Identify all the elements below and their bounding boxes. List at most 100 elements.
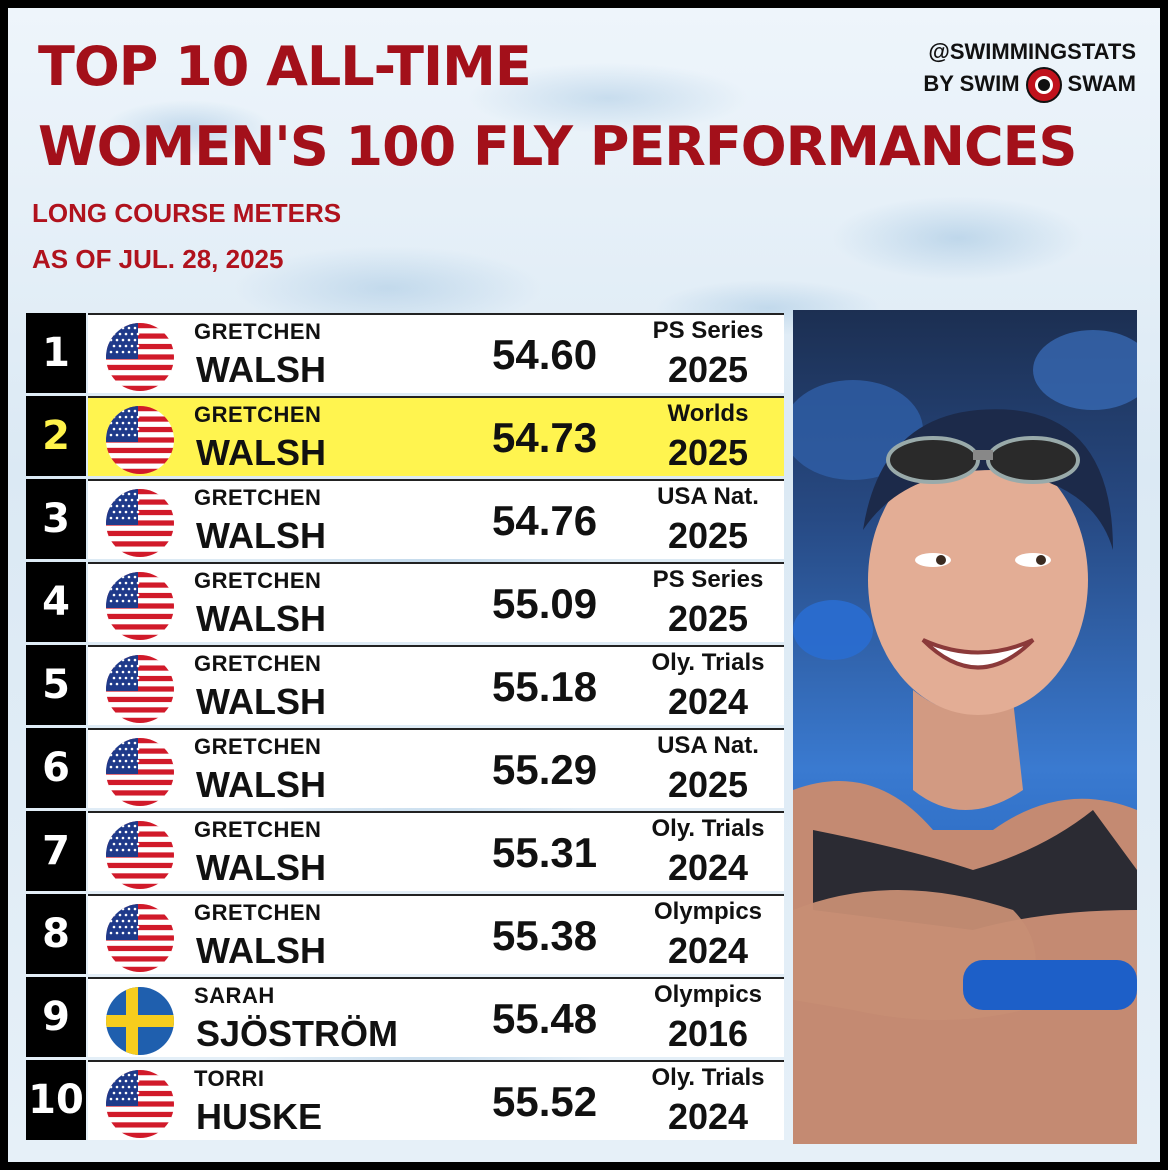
table-row: 1 GRETCHEN WALSH 54.60 PS Series 2025 bbox=[26, 313, 786, 393]
rank-cell: 4 bbox=[26, 562, 86, 642]
last-name: WALSH bbox=[196, 930, 326, 971]
meet-year: 2025 bbox=[667, 764, 749, 805]
usa-flag-icon bbox=[106, 738, 174, 806]
table-row: 8 GRETCHEN WALSH 55.38 Olympics 2024 bbox=[26, 894, 786, 974]
usa-flag-icon bbox=[106, 1070, 174, 1138]
usa-flag-icon bbox=[106, 904, 174, 972]
brand-block: @SWIMMINGSTATS BY SWIM SWAM bbox=[923, 38, 1136, 103]
last-name: WALSH bbox=[196, 515, 326, 556]
meet-year: 2025 bbox=[667, 432, 749, 473]
swim-time: 55.48 bbox=[492, 995, 598, 1042]
rank-cell: 6 bbox=[26, 728, 86, 808]
swim-time: 55.31 bbox=[492, 829, 598, 876]
table-row: 2 GRETCHEN WALSH 54.73 Worlds 2025 bbox=[26, 396, 786, 476]
row-cell: GRETCHEN WALSH 54.60 PS Series 2025 bbox=[88, 313, 784, 393]
meet-name: Oly. Trials bbox=[651, 815, 765, 842]
swim-time: 55.52 bbox=[492, 1078, 598, 1125]
title-line-1: TOP 10 ALL-TIME bbox=[38, 35, 532, 98]
table-row: 3 GRETCHEN WALSH 54.76 USA Nat. 2025 bbox=[26, 479, 786, 559]
last-name: WALSH bbox=[196, 598, 326, 639]
rank-cell: 10 bbox=[26, 1060, 86, 1140]
usa-flag-icon bbox=[106, 821, 174, 889]
rank-cell: 7 bbox=[26, 811, 86, 891]
meet-year: 2016 bbox=[667, 1013, 749, 1054]
last-name: WALSH bbox=[196, 681, 326, 722]
rank-cell: 2 bbox=[26, 396, 86, 476]
row-cell: GRETCHEN WALSH 55.09 PS Series 2025 bbox=[88, 562, 784, 642]
usa-flag-icon bbox=[106, 489, 174, 557]
subtitle-date: AS OF JUL. 28, 2025 bbox=[32, 244, 284, 274]
brand-handle: @SWIMMINGSTATS bbox=[928, 39, 1136, 64]
row-cell: GRETCHEN WALSH 55.38 Olympics 2024 bbox=[88, 894, 784, 974]
first-name: GRETCHEN bbox=[194, 568, 322, 593]
meet-name: Olympics bbox=[653, 981, 763, 1008]
rank-cell: 3 bbox=[26, 479, 86, 559]
infographic-frame: TOP 10 ALL-TIME WOMEN'S 100 FLY PERFORMA… bbox=[8, 8, 1160, 1162]
subtitle-course: LONG COURSE METERS bbox=[32, 198, 342, 228]
swimswam-logo-icon bbox=[1025, 66, 1062, 103]
rank-cell: 8 bbox=[26, 894, 86, 974]
swim-time: 55.38 bbox=[492, 912, 598, 959]
usa-flag-icon bbox=[106, 572, 174, 640]
usa-flag-icon bbox=[106, 323, 174, 391]
first-name: GRETCHEN bbox=[194, 817, 322, 842]
usa-flag-icon bbox=[106, 655, 174, 723]
table-row: 6 GRETCHEN WALSH 55.29 USA Nat. 2025 bbox=[26, 728, 786, 808]
meet-year: 2025 bbox=[667, 349, 749, 390]
sweden-flag-icon bbox=[106, 987, 174, 1055]
meet-name: USA Nat. bbox=[657, 483, 759, 510]
last-name: SJÖSTRÖM bbox=[196, 1013, 399, 1054]
row-cell: GRETCHEN WALSH 55.29 USA Nat. 2025 bbox=[88, 728, 784, 808]
rank-cell: 1 bbox=[26, 313, 86, 393]
swimmer-photo bbox=[793, 310, 1137, 1144]
swim-time: 54.76 bbox=[492, 497, 598, 544]
meet-year: 2024 bbox=[667, 930, 749, 971]
last-name: HUSKE bbox=[196, 1096, 323, 1137]
last-name: WALSH bbox=[196, 432, 326, 473]
rank-cell: 5 bbox=[26, 645, 86, 725]
swim-time: 54.60 bbox=[492, 331, 598, 378]
usa-flag-icon bbox=[106, 406, 174, 474]
meet-name: PS Series bbox=[652, 317, 764, 344]
meet-name: Olympics bbox=[653, 898, 763, 925]
table-row: 9 SARAH SJÖSTRÖM 55.48 Olympics 2016 bbox=[26, 977, 786, 1057]
swimmer-photo-illustration bbox=[793, 330, 1137, 1144]
meet-name: Oly. Trials bbox=[651, 1064, 765, 1091]
meet-year: 2025 bbox=[667, 515, 749, 556]
row-cell: TORRI HUSKE 55.52 Oly. Trials 2024 bbox=[88, 1060, 784, 1140]
last-name: WALSH bbox=[196, 349, 326, 390]
meet-year: 2024 bbox=[667, 681, 749, 722]
table-row: 7 GRETCHEN WALSH 55.31 Oly. Trials 2024 bbox=[26, 811, 786, 891]
last-name: WALSH bbox=[196, 847, 326, 888]
first-name: SARAH bbox=[194, 983, 275, 1008]
table-row: 5 GRETCHEN WALSH 55.18 Oly. Trials 2024 bbox=[26, 645, 786, 725]
meet-name: Oly. Trials bbox=[651, 649, 765, 676]
row-cell: SARAH SJÖSTRÖM 55.48 Olympics 2016 bbox=[88, 977, 784, 1057]
meet-year: 2024 bbox=[667, 847, 749, 888]
first-name: GRETCHEN bbox=[194, 319, 322, 344]
meet-year: 2025 bbox=[667, 598, 749, 639]
row-cell: GRETCHEN WALSH 55.18 Oly. Trials 2024 bbox=[88, 645, 784, 725]
row-cell: GRETCHEN WALSH 55.31 Oly. Trials 2024 bbox=[88, 811, 784, 891]
first-name: TORRI bbox=[194, 1066, 265, 1091]
meet-year: 2024 bbox=[667, 1096, 749, 1137]
meet-name: Worlds bbox=[667, 400, 749, 427]
first-name: GRETCHEN bbox=[194, 651, 322, 676]
rank-cell: 9 bbox=[26, 977, 86, 1057]
table-row: 4 GRETCHEN WALSH 55.09 PS Series 2025 bbox=[26, 562, 786, 642]
brand-swam: SWAM bbox=[1067, 71, 1136, 97]
swim-time: 55.18 bbox=[492, 663, 598, 710]
row-cell: GRETCHEN WALSH 54.76 USA Nat. 2025 bbox=[88, 479, 784, 559]
first-name: GRETCHEN bbox=[194, 734, 322, 759]
first-name: GRETCHEN bbox=[194, 402, 322, 427]
swim-time: 55.29 bbox=[492, 746, 598, 793]
table-row: 10 TORRI HUSKE 55.52 Oly. Trials 2024 bbox=[26, 1060, 786, 1140]
meet-name: USA Nat. bbox=[657, 732, 759, 759]
brand-by: BY SWIM bbox=[923, 71, 1020, 97]
meet-name: PS Series bbox=[652, 566, 764, 593]
title-line-2: WOMEN'S 100 FLY PERFORMANCES bbox=[38, 115, 1077, 178]
first-name: GRETCHEN bbox=[194, 485, 322, 510]
last-name: WALSH bbox=[196, 764, 326, 805]
first-name: GRETCHEN bbox=[194, 900, 322, 925]
swim-time: 54.73 bbox=[492, 414, 598, 461]
